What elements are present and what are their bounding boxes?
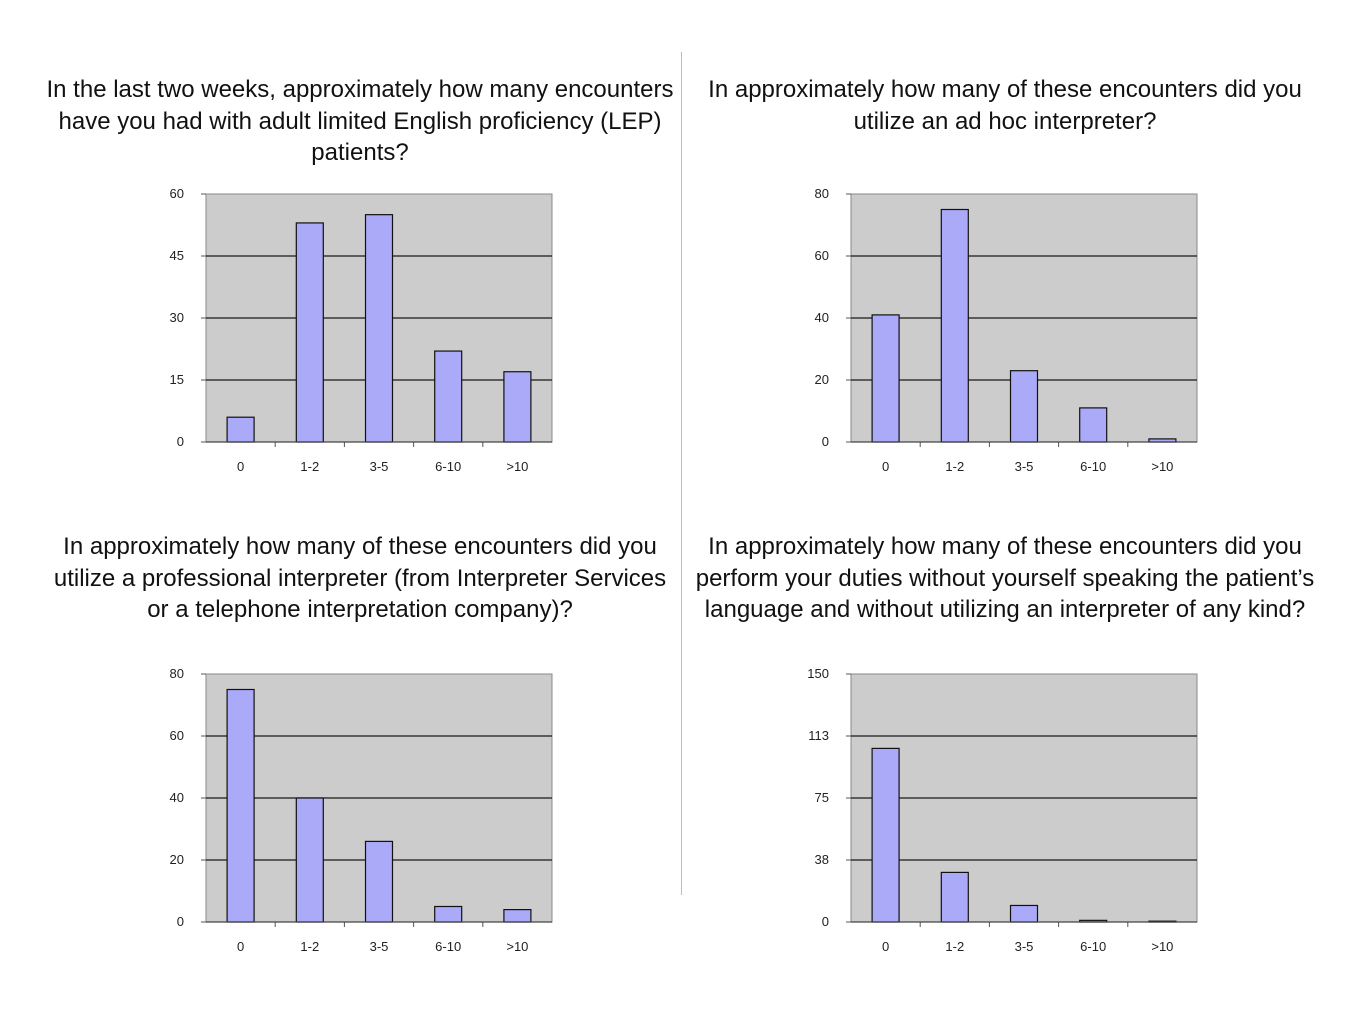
bar	[226, 416, 255, 443]
x-tick-label: 3-5	[370, 939, 389, 954]
bar-chart-professional: 0 20 40 60 80 0 1-2 3-5 6-10 >10	[170, 666, 553, 954]
bar	[1079, 407, 1108, 443]
bar	[364, 214, 394, 443]
y-tick-label: 20	[170, 852, 184, 867]
question-title: In approximately how many of these encou…	[708, 76, 1302, 135]
panel-divider	[681, 52, 682, 895]
y-tick-label: 40	[815, 310, 829, 325]
y-tick-label: 0	[822, 434, 829, 449]
question-title: In the last two weeks, approximately how…	[46, 76, 674, 166]
x-tick-label: 1-2	[300, 459, 319, 474]
bar-chart-encounters: 0 15 30 45 60 0 1-2 3-5 6-10 >10	[170, 186, 553, 474]
question-title: In approximately how many of these encou…	[53, 533, 667, 623]
y-tick-label: 40	[170, 790, 184, 805]
x-tick-label: 1-2	[945, 459, 964, 474]
y-tick-label: 30	[170, 310, 184, 325]
bar	[871, 747, 900, 923]
x-tick-label: 6-10	[1080, 459, 1106, 474]
y-tick-label: 38	[815, 852, 829, 867]
x-tick-label: 6-10	[435, 459, 461, 474]
x-tick-label: 0	[237, 939, 244, 954]
bar	[1009, 904, 1039, 923]
bar-chart-ad-hoc: 0 20 40 60 80 0 1-2 3-5 6-10 >10	[815, 186, 1198, 474]
y-tick-label: 80	[170, 666, 184, 681]
bar	[871, 314, 900, 443]
y-tick-label: 60	[815, 248, 829, 263]
x-tick-label: 6-10	[1080, 939, 1106, 954]
x-tick-label: 6-10	[435, 939, 461, 954]
bar-chart-no-interpreter: 0 38 75 113 150 0 1-2 3-5 6-10 >10	[807, 666, 1198, 954]
y-tick-label: 150	[807, 666, 829, 681]
x-tick-label: 3-5	[1015, 459, 1034, 474]
x-tick-label: >10	[1151, 939, 1173, 954]
y-tick-label: 0	[177, 914, 184, 929]
x-tick-label: 0	[882, 459, 889, 474]
x-tick-label: 3-5	[370, 459, 389, 474]
bar	[364, 840, 394, 923]
x-tick-label: 1-2	[945, 939, 964, 954]
bar	[434, 905, 463, 923]
y-tick-label: 20	[815, 372, 829, 387]
bar	[940, 208, 969, 443]
y-tick-label: 75	[815, 790, 829, 805]
y-tick-label: 0	[822, 914, 829, 929]
bar	[503, 909, 532, 923]
bar	[940, 871, 969, 923]
y-tick-label: 60	[170, 728, 184, 743]
bar	[226, 688, 255, 923]
bar	[434, 350, 463, 443]
y-tick-label: 15	[170, 372, 184, 387]
x-tick-label: >10	[1151, 459, 1173, 474]
y-tick-label: 0	[177, 434, 184, 449]
y-tick-label: 45	[170, 248, 184, 263]
x-tick-label: 3-5	[1015, 939, 1034, 954]
y-tick-label: 80	[815, 186, 829, 201]
bar	[295, 222, 324, 443]
y-tick-label: 113	[808, 728, 829, 743]
x-tick-label: 0	[882, 939, 889, 954]
bar	[295, 797, 324, 923]
x-tick-label: 1-2	[300, 939, 319, 954]
question-title: In approximately how many of these encou…	[695, 533, 1315, 623]
y-tick-label: 60	[170, 186, 184, 201]
x-tick-label: 0	[237, 459, 244, 474]
x-tick-label: >10	[506, 939, 528, 954]
bar	[503, 371, 532, 443]
x-tick-label: >10	[506, 459, 528, 474]
bar	[1009, 370, 1039, 443]
